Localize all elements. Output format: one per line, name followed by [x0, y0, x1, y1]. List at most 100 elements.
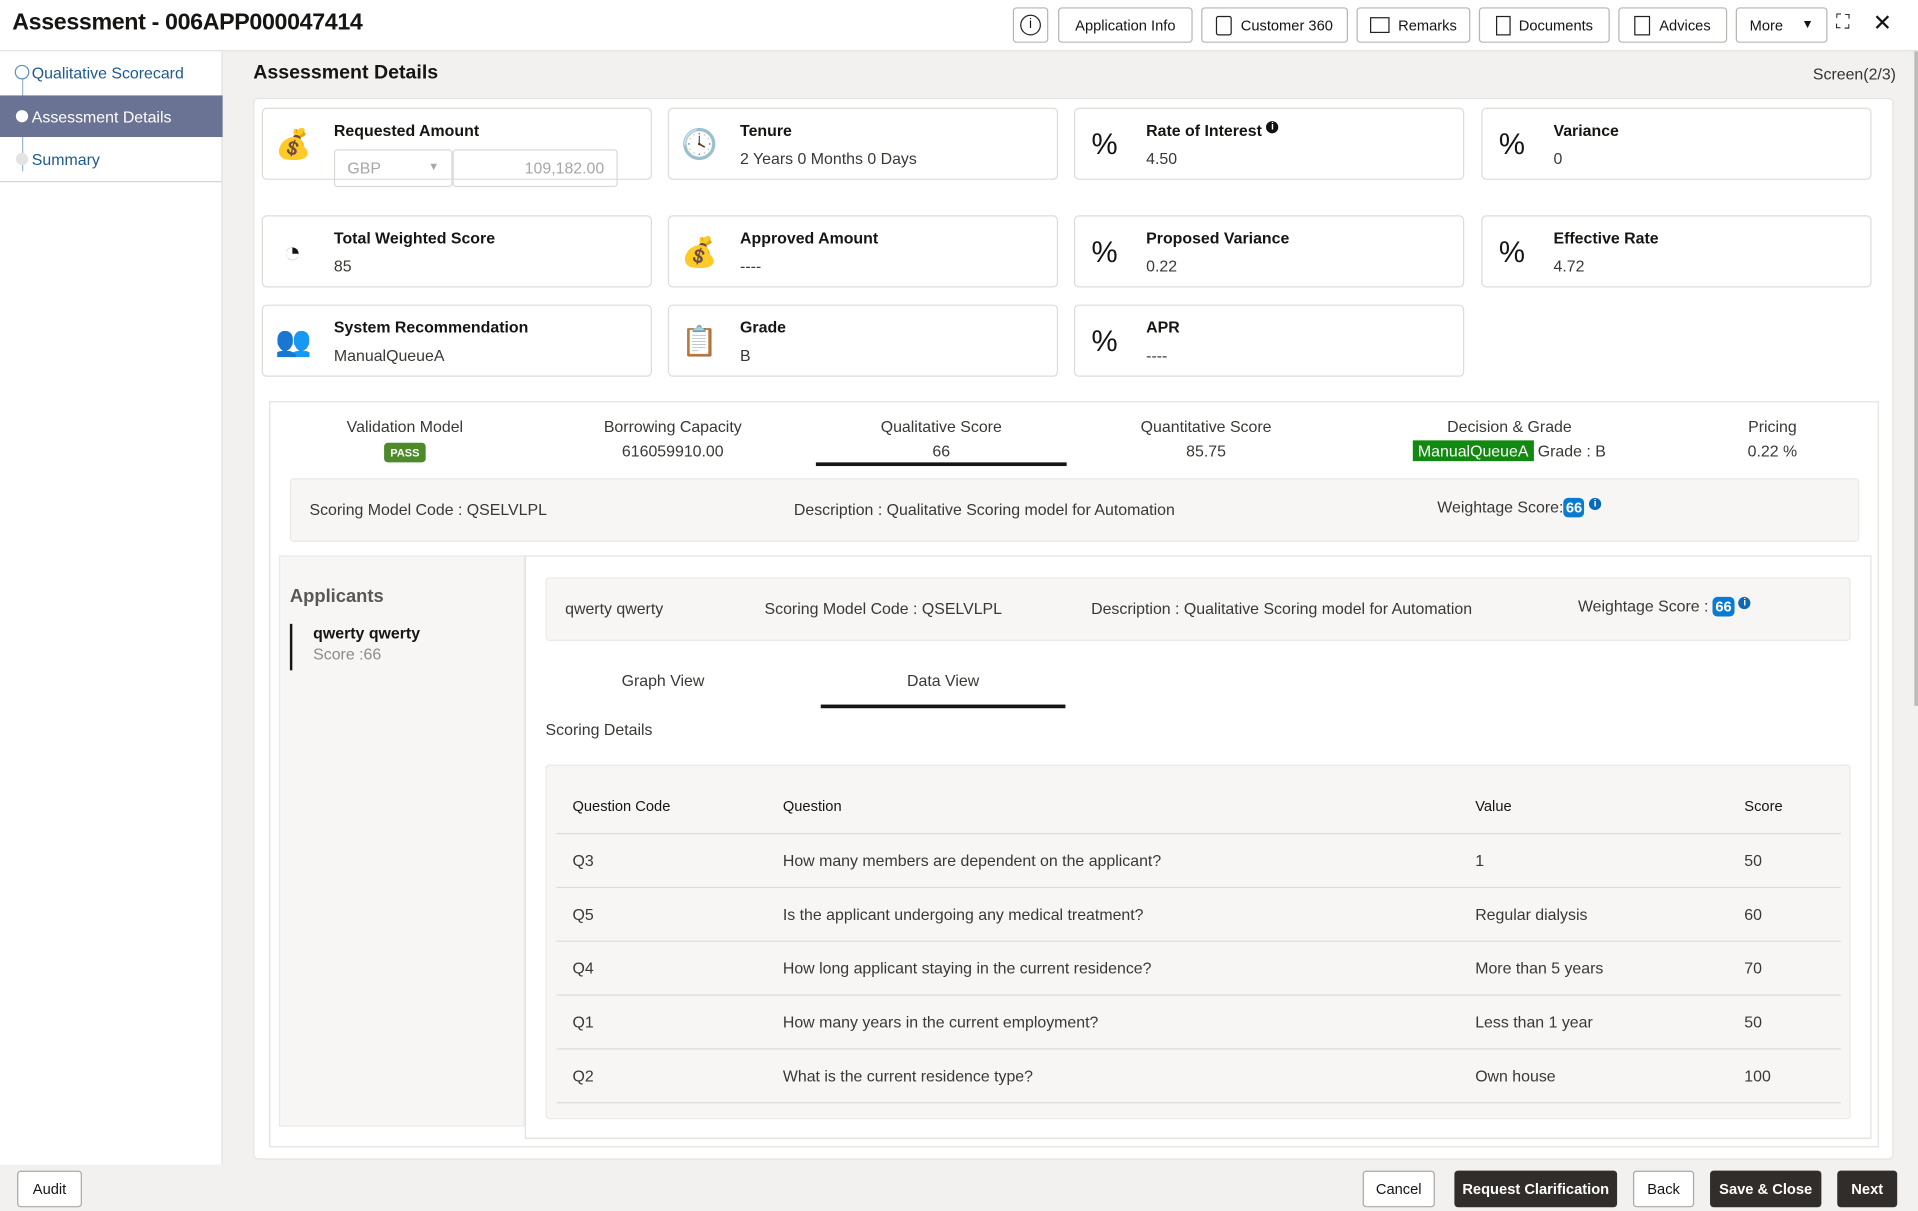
card-system-recommendation: 👥 System Recommendation ManualQueueA — [261, 304, 652, 377]
sidebar: Qualitative Scorecard Assessment Details… — [0, 51, 223, 1165]
more-dropdown[interactable]: More ▼ — [1735, 7, 1828, 43]
sidebar-item-label: Summary — [31, 149, 100, 169]
info-button[interactable]: i — [1012, 7, 1049, 43]
back-button[interactable]: Back — [1632, 1170, 1695, 1208]
card-label: APR — [1146, 318, 1180, 337]
model-description: Description : Qualitative Scoring model … — [1091, 599, 1473, 618]
sidebar-item-summary[interactable]: Summary — [0, 138, 223, 180]
weightage-badge: 66 — [1712, 596, 1735, 617]
currency-value: GBP — [347, 159, 381, 178]
contact-card-icon — [1216, 15, 1233, 35]
tab-pricing[interactable]: Pricing 0.22 % — [1650, 417, 1895, 460]
table-cell: Regular dialysis — [1475, 905, 1588, 924]
table-cell: Q4 — [572, 958, 594, 978]
clock-icon: 🕓 — [681, 128, 718, 162]
card-value: ---- — [740, 256, 762, 276]
tab-label: Quantitative Score — [1140, 417, 1272, 436]
check-circle-icon — [14, 64, 30, 80]
applicant-name: qwerty qwerty — [313, 623, 421, 643]
column-header: Score — [1744, 797, 1783, 815]
button-label: Documents — [1518, 16, 1594, 34]
info-icon[interactable]: i — [1589, 497, 1602, 511]
table-cell: Is the applicant undergoing any medical … — [782, 905, 1144, 924]
tab-borrowing-capacity[interactable]: Borrowing Capacity 616059910.00 — [550, 417, 795, 460]
weightage-score: Weightage Score : 66 i — [1578, 596, 1751, 617]
scrollbar[interactable] — [1914, 51, 1918, 706]
percent-icon: % — [1498, 128, 1525, 162]
info-icon[interactable]: i — [1738, 596, 1751, 610]
currency-select[interactable]: GBP ▼ — [333, 149, 453, 188]
tab-label: Pricing — [1748, 417, 1797, 436]
card-value: 85 — [333, 256, 352, 276]
card-requested-amount: 💰 Requested Amount GBP ▼ 109,182.00 — [261, 107, 652, 188]
table-cell: 60 — [1744, 905, 1762, 924]
table-header: Question Code Question Value Score — [556, 780, 1841, 835]
tab-decision-grade[interactable]: Decision & Grade ManualQueueA Grade : B — [1387, 417, 1632, 462]
remarks-button[interactable]: Remarks — [1356, 7, 1471, 43]
save-close-button[interactable]: Save & Close — [1710, 1170, 1822, 1208]
table-cell: How many members are dependent on the ap… — [782, 851, 1162, 870]
tab-validation-model[interactable]: Validation Model PASS — [283, 417, 528, 463]
card-total-weighted-score: ◔ Total Weighted Score 85 — [261, 215, 652, 288]
application-info-button[interactable]: Application Info — [1058, 7, 1193, 43]
users-icon: 👥 — [275, 325, 312, 359]
card-label: Requested Amount — [333, 121, 480, 140]
info-icon: i — [1020, 14, 1041, 36]
cancel-button[interactable]: Cancel — [1362, 1170, 1435, 1208]
weightage-score: Weightage Score: 66 i — [1437, 497, 1602, 518]
card-label: Tenure — [740, 121, 792, 140]
weightage-badge: 66 — [1563, 497, 1585, 518]
request-clarification-button[interactable]: Request Clarification — [1454, 1170, 1618, 1208]
card-value: 2 Years 0 Months 0 Days — [740, 149, 917, 168]
money-bag-icon: 💰 — [275, 128, 312, 162]
collapse-icon[interactable]: ⛶ — [1836, 12, 1850, 34]
table-cell: What is the current residence type? — [782, 1066, 1034, 1085]
tab-qualitative-score[interactable]: Qualitative Score 66 — [815, 417, 1067, 467]
close-icon[interactable]: ✕ — [1872, 11, 1893, 37]
advices-icon — [1634, 15, 1651, 35]
caret-down-icon: ▼ — [1801, 18, 1814, 32]
table-cell: Less than 1 year — [1475, 1012, 1593, 1032]
advices-button[interactable]: Advices — [1618, 7, 1728, 43]
amount-input[interactable]: 109,182.00 — [452, 149, 618, 188]
table-cell: 100 — [1744, 1066, 1771, 1085]
card-label: Proposed Variance — [1146, 228, 1290, 248]
table-cell: Q1 — [572, 1012, 594, 1032]
table-cell: 50 — [1744, 851, 1762, 870]
card-value: 4.50 — [1146, 149, 1178, 168]
button-label: More — [1749, 16, 1784, 34]
table-cell: How long applicant staying in the curren… — [782, 958, 1152, 978]
header: Assessment - 006APP000047414 i Applicati… — [0, 0, 1918, 52]
card-label: System Recommendation — [333, 318, 529, 337]
tab-quantitative-score[interactable]: Quantitative Score 85.75 — [1084, 417, 1329, 460]
audit-button[interactable]: Audit — [17, 1170, 82, 1208]
tab-label: Qualitative Score — [880, 417, 1002, 436]
screen-indicator: Screen(2/3) — [1812, 64, 1896, 84]
applicant-score: Score :66 — [313, 644, 382, 663]
card-label: Approved Amount — [740, 228, 879, 248]
score-summary: Validation Model PASS Borrowing Capacity 6… — [269, 401, 1879, 1148]
decision-badge: ManualQueueA — [1413, 440, 1534, 462]
documents-button[interactable]: Documents — [1478, 7, 1610, 43]
applicant-item[interactable]: qwerty qwerty Score :66 — [289, 623, 421, 671]
table-cell: More than 5 years — [1475, 958, 1604, 978]
table-cell: 50 — [1744, 1012, 1762, 1032]
info-icon[interactable]: i — [1266, 121, 1279, 134]
tab-value: 85.75 — [1186, 441, 1226, 460]
sidebar-item-label: Qualitative Scorecard — [31, 62, 184, 82]
scoring-table: Question Code Question Value Score Q3 How… — [545, 764, 1851, 1120]
tab-data-view[interactable]: Data View — [820, 672, 1066, 709]
card-label: Grade — [740, 318, 787, 337]
tab-value: 66 — [932, 441, 951, 460]
card-value: B — [740, 346, 751, 365]
column-header: Question Code — [572, 797, 671, 815]
customer-360-button[interactable]: Customer 360 — [1201, 7, 1348, 43]
sidebar-item-assessment-details[interactable]: Assessment Details — [0, 95, 223, 137]
button-label: Remarks — [1398, 16, 1457, 34]
sidebar-item-qualitative-scorecard[interactable]: Qualitative Scorecard — [0, 51, 223, 93]
card-label: Total Weighted Score — [333, 228, 496, 248]
weightage-label: Weightage Score: — [1437, 497, 1564, 517]
money-bag-icon: 💰 — [681, 236, 718, 270]
tab-graph-view[interactable]: Graph View — [621, 671, 705, 690]
next-button[interactable]: Next — [1837, 1170, 1898, 1208]
